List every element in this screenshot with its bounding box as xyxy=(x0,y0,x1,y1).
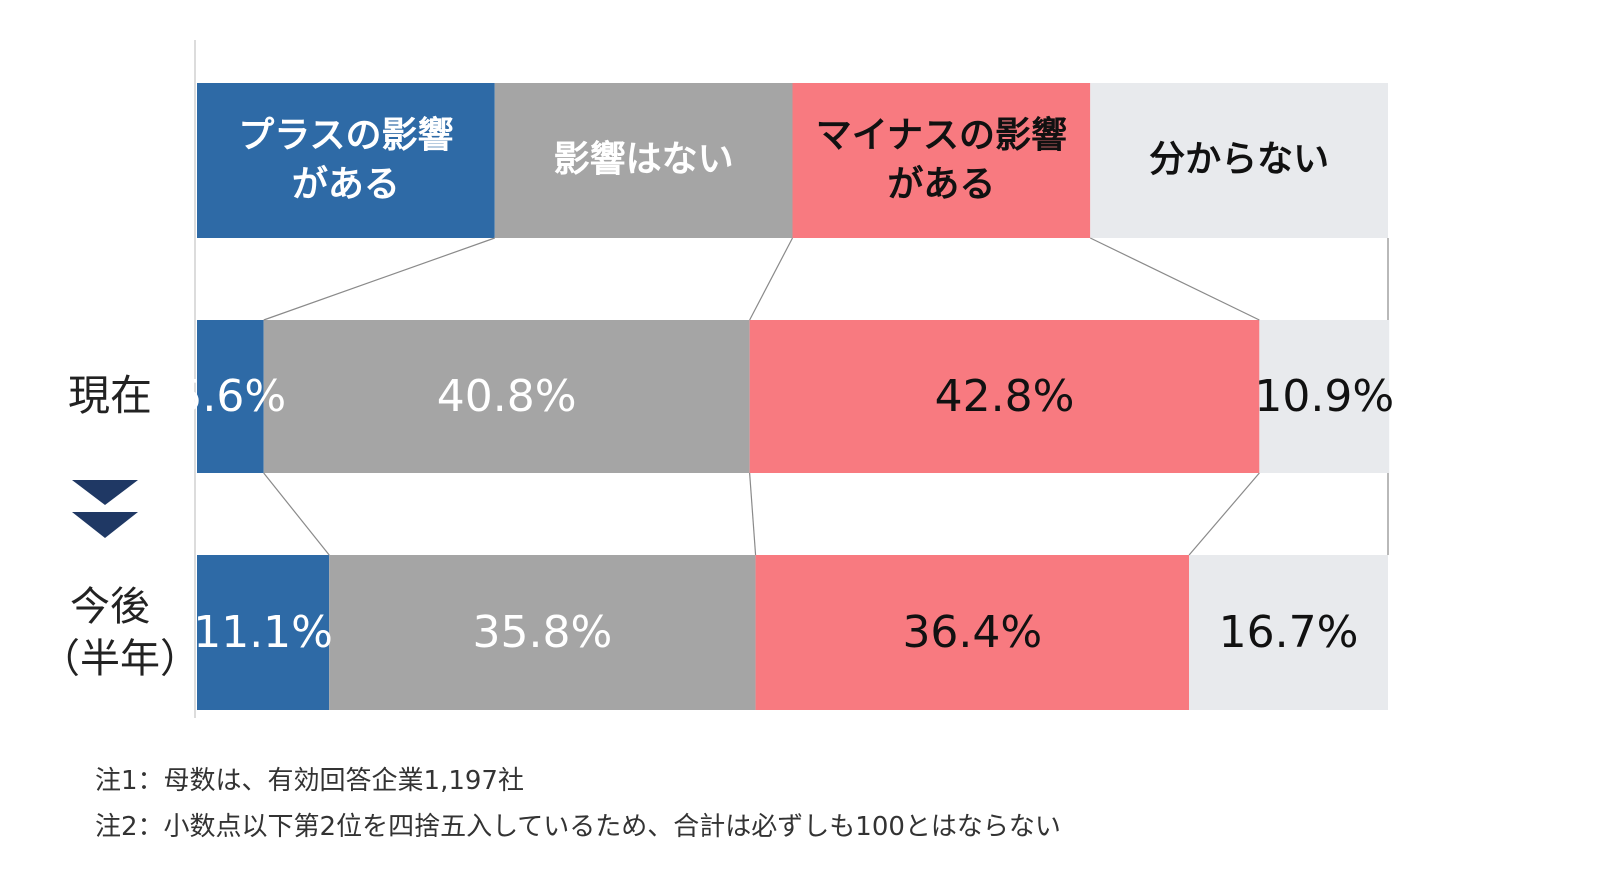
value-label: 40.8% xyxy=(436,371,577,422)
legend-label: 影響はない xyxy=(553,139,734,181)
connector xyxy=(1188,472,1260,556)
category-label: 今後 （半年） xyxy=(40,583,200,682)
bar-segment xyxy=(749,320,1260,473)
note: 注2：小数点以下第2位を四捨五入しているため、合計は必ずしも100とはならない xyxy=(95,812,1061,842)
note: 注1：母数は、有効回答企業1,197社 xyxy=(95,766,524,796)
connector xyxy=(263,472,330,556)
value-label: 16.7% xyxy=(1218,607,1359,658)
connector xyxy=(749,472,757,556)
value-label: 5.6% xyxy=(174,371,287,422)
value-label: 35.8% xyxy=(472,607,613,658)
bar-segment xyxy=(755,555,1190,710)
connector xyxy=(749,237,794,321)
value-label: 11.1% xyxy=(193,607,333,658)
legend-label: 分からない xyxy=(1149,139,1330,181)
bar-segment xyxy=(197,320,264,473)
legend-swatch xyxy=(1090,83,1388,238)
legend-label: プラスの影響 がある xyxy=(238,114,454,205)
bar-segment xyxy=(263,320,750,473)
legend-swatch xyxy=(494,83,793,238)
legend-label: マイナスの影響 がある xyxy=(815,114,1068,205)
legend-swatch xyxy=(197,83,495,238)
bar-segment xyxy=(197,555,330,710)
category-label: 現在 xyxy=(67,371,152,421)
bar-segment xyxy=(1259,320,1390,473)
bar-segment xyxy=(1189,555,1388,710)
bar-segment xyxy=(329,555,756,710)
connector xyxy=(1089,237,1260,321)
value-label: 42.8% xyxy=(934,371,1075,422)
arrow-icon xyxy=(72,512,138,538)
connector xyxy=(263,237,495,321)
value-label: 10.9% xyxy=(1254,371,1395,422)
value-label: 36.4% xyxy=(902,607,1043,658)
arrow-icon xyxy=(72,480,138,505)
legend-swatch xyxy=(792,83,1091,238)
